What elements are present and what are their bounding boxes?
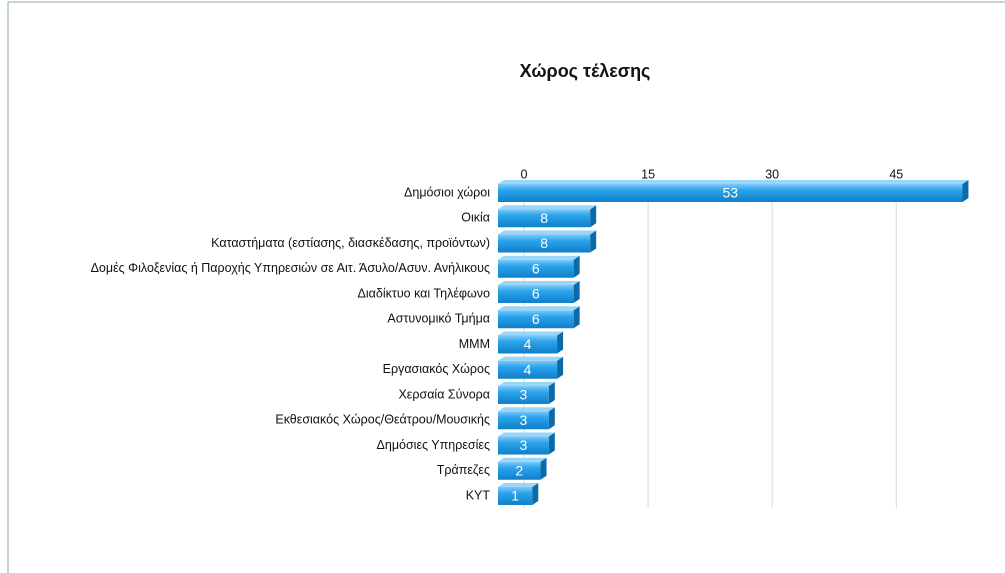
bar-top (498, 281, 580, 285)
value-label: 3 (520, 437, 528, 453)
bar (498, 436, 549, 455)
value-label: 1 (511, 488, 519, 504)
frame (7, 1, 1005, 573)
bar-top (498, 407, 555, 412)
y-tick-label: Αστυνομικό Τμήμα (387, 312, 490, 326)
bar-cap (548, 382, 555, 404)
y-tick-label: Δημόσιες Υπηρεσίες (377, 438, 490, 452)
bar-cap (540, 457, 547, 480)
bar (498, 234, 591, 253)
bar (498, 335, 558, 354)
bar-top (498, 230, 597, 235)
y-tick-label: Χερσαία Σύνορα (398, 387, 490, 401)
y-tick-label: ΚΥΤ (466, 488, 491, 502)
bar-cap (590, 205, 597, 228)
value-label: 3 (520, 412, 528, 428)
y-tick-label: Τράπεζες (437, 463, 490, 477)
y-tick-label: Εκθεσιακός Χώρος/Θεάτρου/Μουσικής (275, 413, 490, 427)
x-tick-label: 0 (521, 167, 528, 181)
value-label: 6 (532, 260, 540, 276)
bar (498, 209, 591, 228)
value-label: 3 (520, 387, 528, 403)
bar (498, 360, 558, 379)
y-tick-label: Καταστήματα (εστίασης, διασκέδασης, προϊ… (211, 236, 490, 250)
bar-cap (962, 180, 969, 202)
bar-cap (590, 230, 597, 253)
value-label: 2 (515, 462, 523, 478)
y-tick-label: Εργασιακός Χώρος (383, 362, 490, 376)
bar (498, 386, 549, 404)
bar-cap (573, 306, 580, 329)
bar-cap (532, 483, 539, 505)
y-tick-label: Δημόσιοι χώροι (404, 185, 490, 199)
value-label: 8 (540, 235, 548, 251)
y-tick-label: Διαδίκτυο και Τηλέφωνο (358, 286, 490, 300)
bar-top (498, 205, 597, 210)
bar (498, 285, 574, 303)
bar-top (498, 306, 580, 311)
bar (498, 184, 963, 202)
chart-title: Χώρος τέλεσης (520, 61, 651, 81)
bar (498, 487, 533, 505)
y-tick-label: Δομές Φιλοξενίας ή Παροχής Υπηρεσιών σε … (91, 261, 490, 275)
bar-top (498, 382, 555, 386)
x-tick-label: 30 (765, 167, 779, 181)
bar-top (498, 356, 564, 361)
bar-cap (573, 255, 580, 278)
value-label: 6 (532, 286, 540, 302)
value-label: 53 (722, 185, 738, 201)
value-label: 8 (540, 210, 548, 226)
bar-top (498, 483, 539, 487)
value-label: 4 (524, 361, 532, 377)
y-tick-label: ΜΜΜ (459, 337, 490, 351)
bar-top (498, 432, 555, 437)
bar (498, 461, 541, 480)
bar (498, 411, 549, 430)
bar-top (498, 180, 969, 184)
bar-top (498, 331, 564, 336)
x-tick-label: 45 (889, 167, 903, 181)
y-tick-label: Οικία (461, 211, 490, 225)
bar-cap (548, 407, 555, 430)
bar-cap (557, 331, 564, 354)
bar (498, 310, 574, 329)
bar (498, 259, 574, 278)
value-label: 6 (532, 311, 540, 327)
value-label: 4 (524, 336, 532, 352)
bar-top (498, 255, 580, 260)
bar-cap (548, 432, 555, 455)
x-tick-label: 15 (641, 167, 655, 181)
bar-cap (573, 281, 580, 303)
bar-top (498, 457, 547, 462)
bar-cap (557, 356, 564, 379)
